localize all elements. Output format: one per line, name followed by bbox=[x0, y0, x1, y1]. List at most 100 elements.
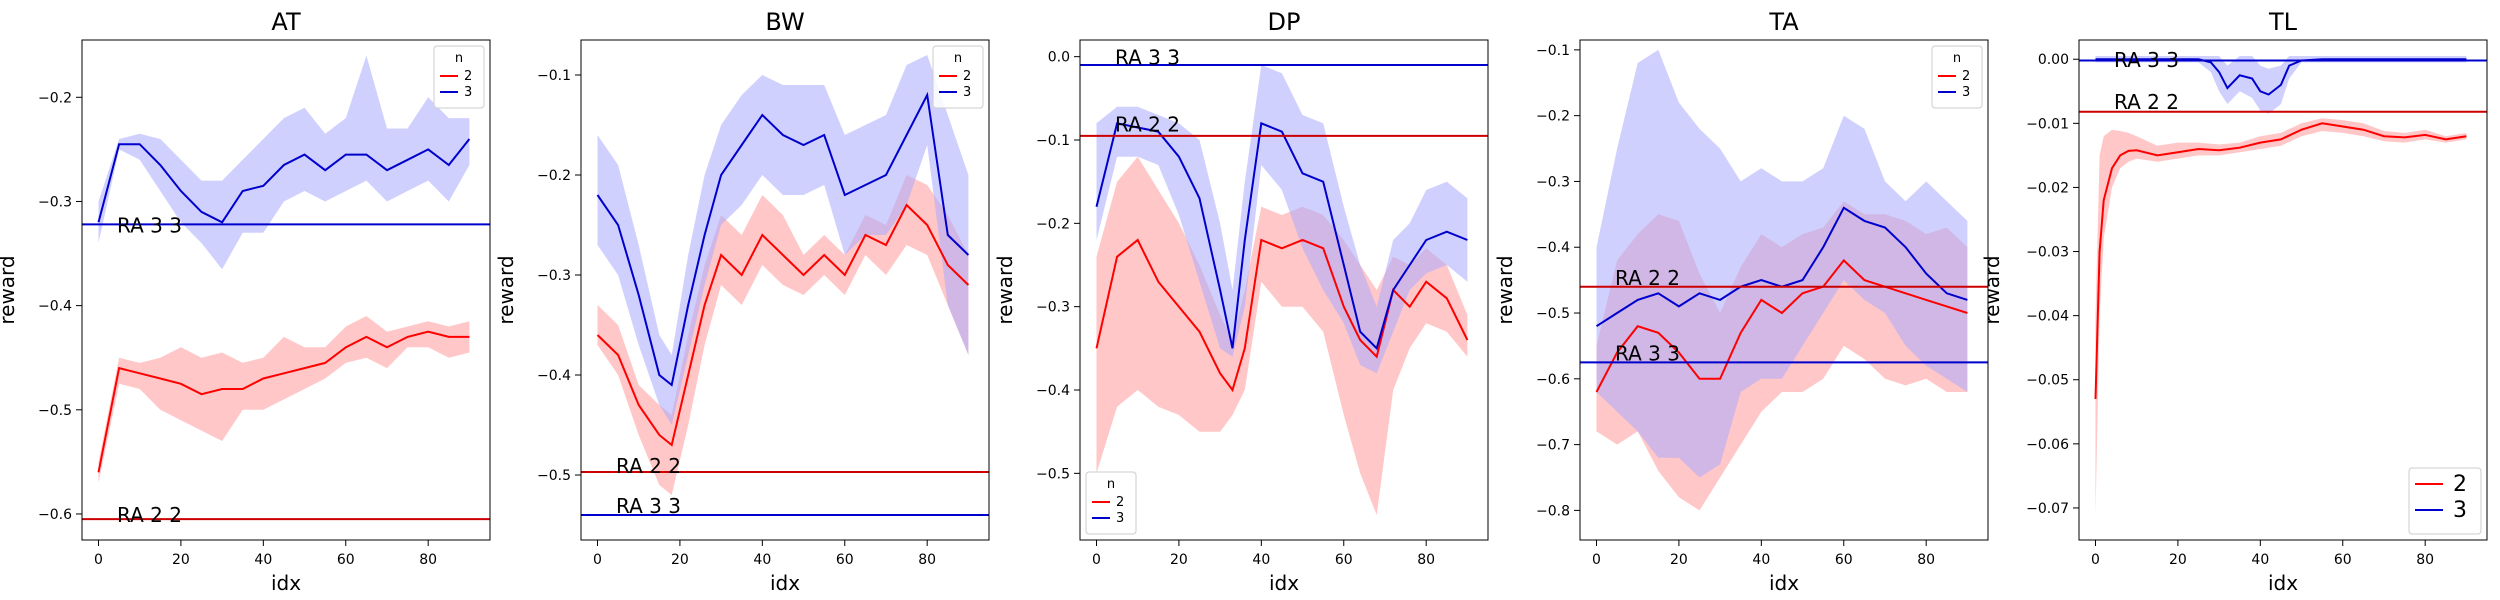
legend-title: n bbox=[1107, 477, 1115, 492]
plot-area bbox=[2094, 56, 2467, 515]
legend-entry: 3 bbox=[1962, 85, 1970, 100]
y-tick-label: 0.00 bbox=[2038, 52, 2069, 68]
y-tick-label: −0.05 bbox=[2026, 373, 2069, 389]
plot-area bbox=[97, 55, 471, 483]
plot-area bbox=[1095, 65, 1469, 515]
y-tick-label: −0.4 bbox=[38, 299, 72, 315]
axes-frame bbox=[1079, 39, 1489, 541]
y-axis-label: reward bbox=[1980, 255, 2004, 324]
series-band-2 bbox=[1096, 156, 1468, 515]
x-tick-label: 40 bbox=[1252, 552, 1270, 568]
x-tick-label: 0 bbox=[593, 552, 602, 568]
y-tick-label: −0.6 bbox=[38, 507, 72, 523]
series-band-3 bbox=[1096, 65, 1468, 374]
legend: n23 bbox=[1931, 45, 1983, 109]
y-tick-label: −0.3 bbox=[1536, 174, 1570, 190]
legend: n23 bbox=[433, 45, 485, 109]
legend: n23 bbox=[1085, 471, 1137, 535]
y-tick-label: 0.0 bbox=[1048, 50, 1070, 66]
legend: 23 bbox=[2408, 467, 2482, 535]
x-tick-label: 40 bbox=[753, 552, 771, 568]
reference-label: RA 2 2 bbox=[2114, 90, 2179, 114]
legend-title: n bbox=[1953, 51, 1961, 66]
legend-entry: 3 bbox=[1116, 511, 1124, 526]
plot-area bbox=[596, 55, 970, 495]
y-tick-label: −0.03 bbox=[2026, 245, 2069, 261]
y-tick-label: −0.2 bbox=[537, 168, 571, 184]
series-band-3 bbox=[597, 55, 969, 425]
x-tick-label: 60 bbox=[2334, 552, 2352, 568]
chart-title: DP bbox=[1268, 8, 1301, 36]
x-axis-label: idx bbox=[1269, 571, 1299, 595]
reference-label: RA 3 3 bbox=[1115, 46, 1180, 70]
legend-title: n bbox=[954, 51, 962, 66]
x-tick-label: 60 bbox=[1335, 552, 1353, 568]
legend-entry: 3 bbox=[963, 85, 971, 100]
x-tick-label: 80 bbox=[1917, 552, 1935, 568]
reference-label: RA 3 3 bbox=[2114, 48, 2179, 72]
series-band-2 bbox=[98, 316, 470, 483]
series-line-3 bbox=[2095, 58, 2467, 96]
y-tick-label: −0.2 bbox=[38, 90, 72, 106]
series-line-3 bbox=[97, 138, 471, 224]
reference-label: RA 3 3 bbox=[1615, 342, 1680, 366]
y-tick-label: −0.1 bbox=[1036, 133, 1070, 149]
legend-box bbox=[2408, 467, 2482, 535]
legend-title: n bbox=[455, 51, 463, 66]
x-tick-label: 0 bbox=[1092, 552, 1101, 568]
x-tick-label: 40 bbox=[1752, 552, 1770, 568]
legend-entry: 2 bbox=[1116, 495, 1124, 510]
y-tick-label: −0.02 bbox=[2026, 180, 2069, 196]
y-tick-label: −0.1 bbox=[1536, 43, 1570, 59]
legend-entry: 2 bbox=[2453, 472, 2467, 497]
y-tick-label: −0.04 bbox=[2026, 309, 2069, 325]
x-tick-label: 60 bbox=[836, 552, 854, 568]
y-tick-label: −0.5 bbox=[1036, 466, 1070, 482]
y-tick-label: −0.07 bbox=[2026, 501, 2069, 517]
x-tick-label: 40 bbox=[254, 552, 272, 568]
y-tick-label: −0.4 bbox=[537, 368, 571, 384]
x-tick-label: 20 bbox=[671, 552, 689, 568]
series-line-2 bbox=[1595, 258, 1968, 393]
y-tick-label: −0.8 bbox=[1536, 503, 1570, 519]
x-tick-label: 20 bbox=[2169, 552, 2187, 568]
reference-label: RA 2 2 bbox=[1615, 266, 1680, 290]
x-tick-label: 20 bbox=[1170, 552, 1188, 568]
y-tick-label: −0.3 bbox=[1036, 300, 1070, 316]
y-tick-label: −0.3 bbox=[38, 194, 72, 210]
series-line-3 bbox=[596, 91, 970, 387]
x-axis-label: idx bbox=[2268, 571, 2298, 595]
x-tick-label: 0 bbox=[2091, 552, 2100, 568]
x-tick-label: 0 bbox=[94, 552, 103, 568]
x-tick-label: 80 bbox=[2416, 552, 2434, 568]
x-tick-label: 20 bbox=[1670, 552, 1688, 568]
y-tick-label: −0.4 bbox=[1036, 383, 1070, 399]
y-tick-label: −0.6 bbox=[1536, 372, 1570, 388]
axes-frame bbox=[2078, 39, 2488, 541]
y-tick-label: −0.06 bbox=[2026, 437, 2069, 453]
reference-label: RA 2 2 bbox=[616, 454, 681, 478]
series-band-3 bbox=[1596, 49, 1968, 478]
y-tick-label: −0.2 bbox=[1536, 109, 1570, 125]
reference-label: RA 3 3 bbox=[616, 494, 681, 518]
reference-label: RA 2 2 bbox=[1115, 112, 1180, 136]
panel-tl: RA 3 3 RA 2 2 0 20 40 60 80 −0.07 −0.06 −0.05 −0.0… bbox=[1980, 8, 2488, 595]
panel-dp: RA 3 3 RA 2 2 0 20 40 60 80 −0.5 −0.4 −0.3 −0.2 −0.… bbox=[993, 8, 1489, 595]
y-tick-label: −0.01 bbox=[2026, 116, 2069, 132]
panel-ta: RA 2 2 RA 3 3 0 20 40 60 80 −0.8 −0.7 −0.6 −0.5 −0.… bbox=[1493, 8, 1989, 595]
x-tick-label: 60 bbox=[337, 552, 355, 568]
chart-title: AT bbox=[271, 8, 301, 36]
x-tick-label: 0 bbox=[1592, 552, 1601, 568]
series-line-3 bbox=[1095, 121, 1468, 351]
axes-frame bbox=[580, 39, 990, 541]
x-tick-label: 40 bbox=[2251, 552, 2269, 568]
series-band-2 bbox=[2095, 118, 2467, 515]
y-axis-label: reward bbox=[1493, 255, 1517, 324]
legend-entry: 2 bbox=[963, 69, 971, 84]
y-tick-label: −0.1 bbox=[537, 68, 571, 84]
x-axis-label: idx bbox=[770, 571, 800, 595]
x-tick-label: 80 bbox=[419, 552, 437, 568]
y-tick-label: −0.5 bbox=[537, 468, 571, 484]
reference-label: RA 3 3 bbox=[117, 213, 182, 237]
